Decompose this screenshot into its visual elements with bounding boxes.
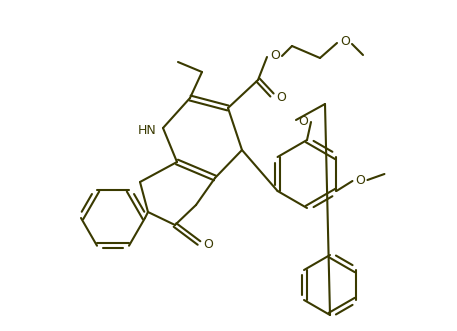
Text: O: O [340,34,350,48]
Text: HN: HN [138,123,156,136]
Text: O: O [356,173,366,186]
Text: O: O [276,90,286,104]
Text: O: O [203,238,213,251]
Text: O: O [270,49,280,62]
Text: O: O [298,115,308,127]
